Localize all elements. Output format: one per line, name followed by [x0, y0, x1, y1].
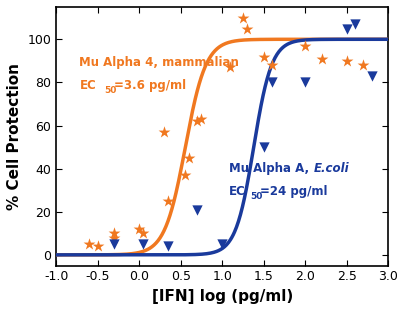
- Point: [269, 80, 275, 85]
- Point: [181, 173, 188, 178]
- Point: [360, 63, 367, 67]
- Point: [343, 26, 350, 31]
- Point: [227, 65, 234, 70]
- X-axis label: [IFN] log (pg/ml): [IFN] log (pg/ml): [151, 289, 293, 304]
- Point: [343, 58, 350, 63]
- Y-axis label: % Cell Protection: % Cell Protection: [7, 63, 22, 210]
- Point: [186, 156, 192, 160]
- Point: [165, 244, 171, 249]
- Text: =3.6 pg/ml: =3.6 pg/ml: [114, 79, 186, 92]
- Point: [111, 231, 117, 236]
- Point: [368, 73, 375, 78]
- Point: [240, 15, 246, 20]
- Text: E.coli: E.coli: [313, 162, 349, 175]
- Point: [302, 43, 308, 48]
- Point: [165, 198, 171, 203]
- Point: [318, 56, 325, 61]
- Point: [86, 242, 93, 247]
- Point: [260, 54, 267, 59]
- Text: EC: EC: [229, 185, 245, 198]
- Text: Mu Alpha A,: Mu Alpha A,: [229, 162, 313, 175]
- Point: [260, 145, 267, 150]
- Text: =24 pg/ml: =24 pg/ml: [260, 185, 328, 198]
- Point: [219, 242, 226, 247]
- Point: [136, 226, 143, 231]
- Point: [194, 207, 200, 212]
- Point: [352, 22, 358, 27]
- Point: [198, 117, 205, 122]
- Point: [194, 119, 200, 124]
- Text: 50: 50: [250, 192, 263, 201]
- Text: Mu Alpha 4, mammalian: Mu Alpha 4, mammalian: [79, 56, 239, 69]
- Point: [94, 244, 101, 249]
- Text: 50: 50: [104, 86, 117, 95]
- Point: [140, 231, 147, 236]
- Point: [161, 129, 167, 134]
- Point: [244, 26, 250, 31]
- Text: EC: EC: [79, 79, 96, 92]
- Point: [140, 242, 147, 247]
- Point: [111, 242, 117, 247]
- Point: [111, 235, 117, 240]
- Point: [269, 63, 275, 67]
- Point: [302, 80, 308, 85]
